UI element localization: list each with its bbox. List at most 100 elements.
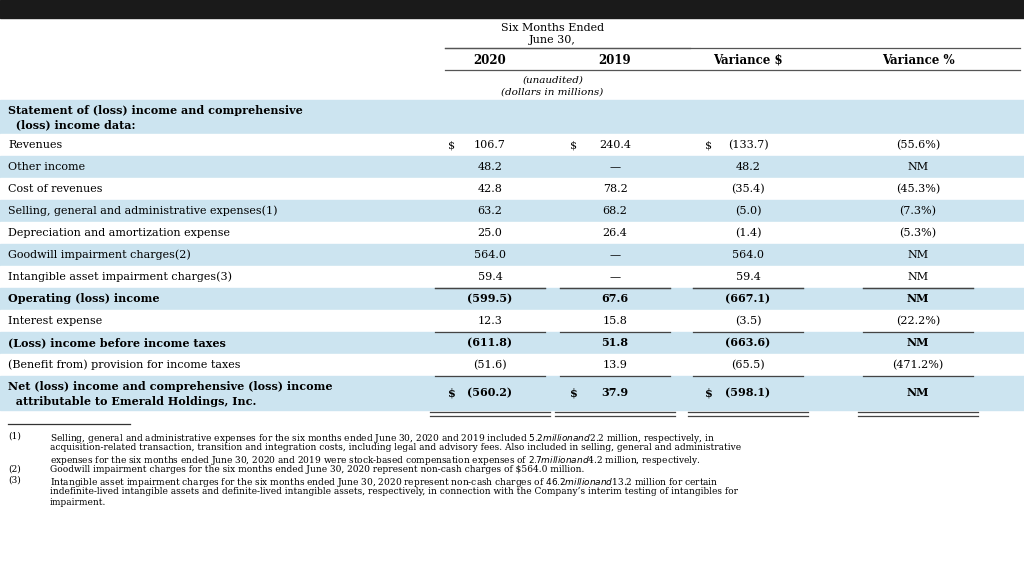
Text: (loss) income data:: (loss) income data: bbox=[8, 120, 135, 131]
Text: Depreciation and amortization expense: Depreciation and amortization expense bbox=[8, 228, 230, 238]
Text: 59.4: 59.4 bbox=[477, 272, 503, 282]
Text: $: $ bbox=[570, 388, 578, 399]
Text: (663.6): (663.6) bbox=[725, 338, 771, 349]
Text: $: $ bbox=[705, 140, 712, 150]
Text: Intangible asset impairment charges(3): Intangible asset impairment charges(3) bbox=[8, 272, 232, 282]
Text: NM: NM bbox=[907, 162, 929, 172]
Text: (22.2%): (22.2%) bbox=[896, 316, 940, 326]
Bar bbox=[0, 244, 1024, 266]
Text: 78.2: 78.2 bbox=[603, 184, 628, 194]
Bar bbox=[0, 18, 1024, 100]
Text: Intangible asset impairment charges for the six months ended June 30, 2020 repre: Intangible asset impairment charges for … bbox=[50, 476, 719, 489]
Text: 68.2: 68.2 bbox=[602, 206, 628, 216]
Bar bbox=[0, 156, 1024, 178]
Text: (Loss) income before income taxes: (Loss) income before income taxes bbox=[8, 338, 226, 349]
Text: Net (loss) income and comprehensive (loss) income: Net (loss) income and comprehensive (los… bbox=[8, 381, 333, 392]
Text: (dollars in millions): (dollars in millions) bbox=[502, 87, 603, 97]
Text: $: $ bbox=[705, 388, 713, 399]
Text: (55.6%): (55.6%) bbox=[896, 140, 940, 150]
Text: 42.8: 42.8 bbox=[477, 184, 503, 194]
Text: 2019: 2019 bbox=[599, 54, 632, 66]
Text: (599.5): (599.5) bbox=[467, 293, 513, 304]
Bar bbox=[0, 332, 1024, 354]
Text: NM: NM bbox=[906, 293, 929, 304]
Text: indefinite-lived intangible assets and definite-lived intangible assets, respect: indefinite-lived intangible assets and d… bbox=[50, 487, 738, 496]
Text: (5.3%): (5.3%) bbox=[899, 228, 937, 238]
Bar bbox=[0, 100, 1024, 134]
Text: (3.5): (3.5) bbox=[735, 316, 761, 326]
Text: Selling, general and administrative expenses for the six months ended June 30, 2: Selling, general and administrative expe… bbox=[50, 432, 715, 445]
Text: Other income: Other income bbox=[8, 162, 85, 172]
Text: 48.2: 48.2 bbox=[477, 162, 503, 172]
Text: (65.5): (65.5) bbox=[731, 360, 765, 370]
Text: Goodwill impairment charges for the six months ended June 30, 2020 represent non: Goodwill impairment charges for the six … bbox=[50, 465, 585, 474]
Text: 12.3: 12.3 bbox=[477, 316, 503, 326]
Text: 26.4: 26.4 bbox=[602, 228, 628, 238]
Text: $: $ bbox=[570, 140, 578, 150]
Text: 67.6: 67.6 bbox=[601, 293, 629, 304]
Text: acquisition-related transaction, transition and integration costs, including leg: acquisition-related transaction, transit… bbox=[50, 443, 741, 452]
Text: (2): (2) bbox=[8, 465, 20, 474]
Text: Revenues: Revenues bbox=[8, 140, 62, 150]
Bar bbox=[0, 266, 1024, 288]
Text: (133.7): (133.7) bbox=[728, 140, 768, 150]
Bar bbox=[0, 200, 1024, 222]
Text: Variance %: Variance % bbox=[882, 54, 954, 66]
Text: 59.4: 59.4 bbox=[735, 272, 761, 282]
Text: (560.2): (560.2) bbox=[468, 388, 512, 399]
Bar bbox=[0, 178, 1024, 200]
Text: Interest expense: Interest expense bbox=[8, 316, 102, 326]
Text: Operating (loss) income: Operating (loss) income bbox=[8, 293, 160, 304]
Bar bbox=[0, 376, 1024, 410]
Bar bbox=[0, 222, 1024, 244]
Text: Selling, general and administrative expenses(1): Selling, general and administrative expe… bbox=[8, 206, 278, 216]
Text: (1): (1) bbox=[8, 432, 20, 441]
Text: 48.2: 48.2 bbox=[735, 162, 761, 172]
Text: (667.1): (667.1) bbox=[725, 293, 771, 304]
Text: $: $ bbox=[449, 388, 456, 399]
Text: —: — bbox=[609, 272, 621, 282]
Text: June 30,: June 30, bbox=[529, 35, 575, 45]
Text: Variance $: Variance $ bbox=[713, 54, 782, 66]
Bar bbox=[0, 354, 1024, 376]
Bar bbox=[0, 288, 1024, 310]
Text: impairment.: impairment. bbox=[50, 498, 106, 507]
Text: Six Months Ended: Six Months Ended bbox=[501, 23, 604, 33]
Text: Statement of (loss) income and comprehensive: Statement of (loss) income and comprehen… bbox=[8, 105, 303, 116]
Text: attributable to Emerald Holdings, Inc.: attributable to Emerald Holdings, Inc. bbox=[8, 396, 256, 406]
Text: —: — bbox=[609, 250, 621, 260]
Text: NM: NM bbox=[906, 388, 929, 399]
Text: 37.9: 37.9 bbox=[601, 388, 629, 399]
Text: (1.4): (1.4) bbox=[735, 228, 761, 238]
Text: (51.6): (51.6) bbox=[473, 360, 507, 370]
Text: (471.2%): (471.2%) bbox=[892, 360, 944, 370]
Text: 15.8: 15.8 bbox=[602, 316, 628, 326]
Text: (7.3%): (7.3%) bbox=[899, 206, 937, 216]
Text: (45.3%): (45.3%) bbox=[896, 184, 940, 194]
Bar bbox=[0, 0, 1024, 18]
Text: (5.0): (5.0) bbox=[735, 206, 761, 216]
Text: (598.1): (598.1) bbox=[725, 388, 771, 399]
Text: NM: NM bbox=[906, 338, 929, 349]
Bar bbox=[0, 420, 1024, 583]
Bar bbox=[0, 310, 1024, 332]
Text: (611.8): (611.8) bbox=[468, 338, 512, 349]
Text: (3): (3) bbox=[8, 476, 20, 485]
Text: 51.8: 51.8 bbox=[601, 338, 629, 349]
Text: $: $ bbox=[449, 140, 455, 150]
Text: 2020: 2020 bbox=[474, 54, 507, 66]
Text: NM: NM bbox=[907, 272, 929, 282]
Text: Goodwill impairment charges(2): Goodwill impairment charges(2) bbox=[8, 250, 190, 260]
Text: 25.0: 25.0 bbox=[477, 228, 503, 238]
Text: —: — bbox=[609, 162, 621, 172]
Text: Cost of revenues: Cost of revenues bbox=[8, 184, 102, 194]
Text: 63.2: 63.2 bbox=[477, 206, 503, 216]
Text: 564.0: 564.0 bbox=[732, 250, 764, 260]
Text: 106.7: 106.7 bbox=[474, 140, 506, 150]
Text: 240.4: 240.4 bbox=[599, 140, 631, 150]
Text: (unaudited): (unaudited) bbox=[522, 76, 583, 85]
Text: NM: NM bbox=[907, 250, 929, 260]
Text: (Benefit from) provision for income taxes: (Benefit from) provision for income taxe… bbox=[8, 360, 241, 370]
Bar bbox=[0, 134, 1024, 156]
Text: expenses for the six months ended June 30, 2020 and 2019 were stock-based compen: expenses for the six months ended June 3… bbox=[50, 454, 700, 467]
